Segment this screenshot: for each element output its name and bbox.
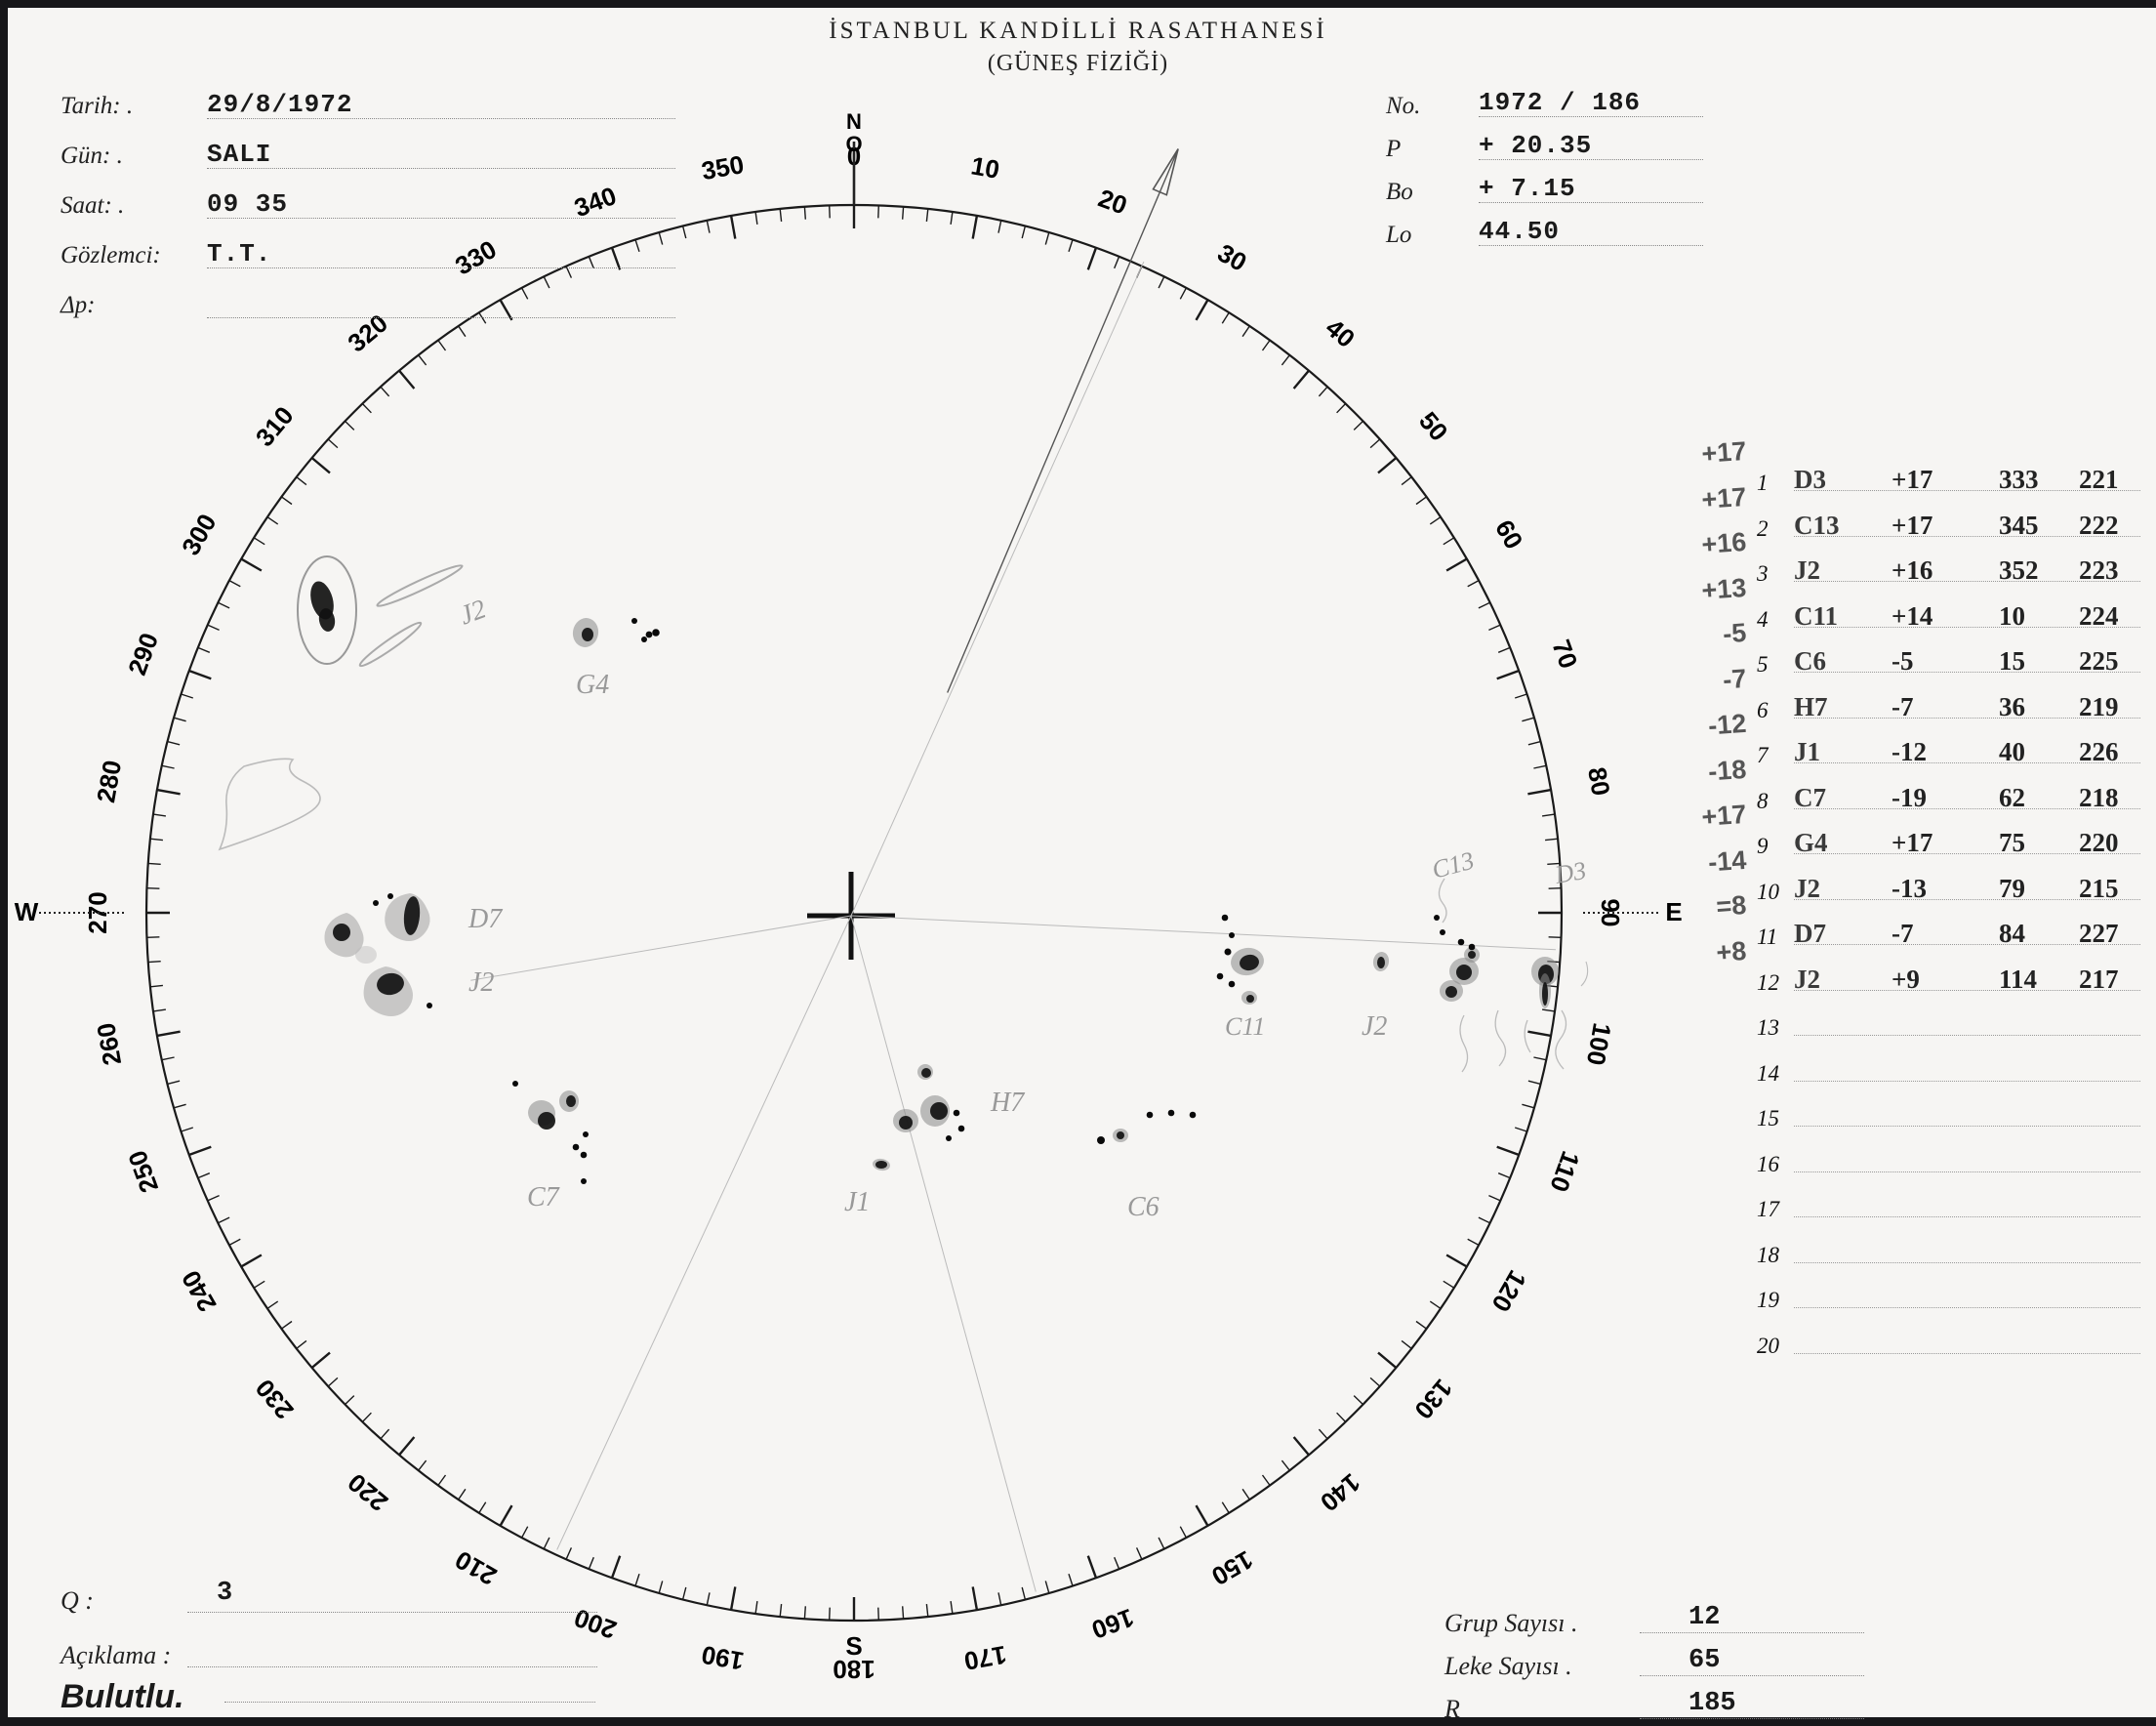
svg-text:70: 70	[1546, 636, 1583, 672]
svg-text:300: 300	[176, 509, 223, 560]
svg-text:320: 320	[342, 308, 393, 358]
svg-text:250: 250	[122, 1147, 164, 1197]
svg-text:D7: D7	[468, 904, 503, 934]
svg-text:60: 60	[1489, 514, 1528, 554]
svg-text:110: 110	[1544, 1147, 1586, 1196]
svg-text:C7: C7	[527, 1182, 560, 1212]
svg-text:J1: J1	[844, 1187, 870, 1217]
svg-text:S: S	[845, 1631, 862, 1661]
svg-text:160: 160	[1088, 1603, 1138, 1645]
svg-text:150: 150	[1206, 1544, 1258, 1591]
svg-text:240: 240	[176, 1265, 223, 1317]
svg-text:50: 50	[1413, 406, 1454, 446]
svg-text:J2: J2	[468, 967, 494, 998]
svg-text:310: 310	[250, 400, 300, 452]
svg-text:W: W	[15, 897, 39, 926]
svg-text:220: 220	[342, 1467, 393, 1517]
svg-text:40: 40	[1321, 312, 1361, 353]
svg-text:140: 140	[1315, 1467, 1366, 1517]
svg-text:C11: C11	[1225, 1012, 1265, 1041]
svg-text:H7: H7	[990, 1088, 1025, 1118]
svg-text:20: 20	[1094, 184, 1130, 221]
svg-text:350: 350	[699, 149, 746, 185]
svg-text:120: 120	[1485, 1265, 1532, 1317]
svg-text:C6: C6	[1127, 1192, 1159, 1222]
svg-text:190: 190	[699, 1640, 746, 1676]
svg-text:O: O	[845, 132, 862, 156]
svg-text:200: 200	[570, 1603, 620, 1645]
svg-text:J2: J2	[456, 594, 490, 631]
svg-text:G4: G4	[576, 670, 609, 700]
svg-text:30: 30	[1213, 238, 1252, 277]
svg-text:N: N	[846, 109, 862, 134]
svg-text:10: 10	[969, 150, 1002, 185]
svg-text:230: 230	[250, 1374, 300, 1425]
svg-text:210: 210	[450, 1544, 502, 1591]
svg-text:170: 170	[962, 1640, 1009, 1676]
svg-text:C13: C13	[1429, 846, 1477, 884]
svg-text:J2: J2	[1362, 1011, 1387, 1042]
svg-text:340: 340	[570, 181, 620, 223]
svg-text:290: 290	[122, 629, 164, 678]
svg-text:280: 280	[91, 758, 127, 804]
svg-text:130: 130	[1408, 1374, 1458, 1425]
svg-text:D3: D3	[1552, 856, 1588, 889]
svg-text:260: 260	[91, 1021, 127, 1068]
svg-text:330: 330	[450, 234, 502, 281]
